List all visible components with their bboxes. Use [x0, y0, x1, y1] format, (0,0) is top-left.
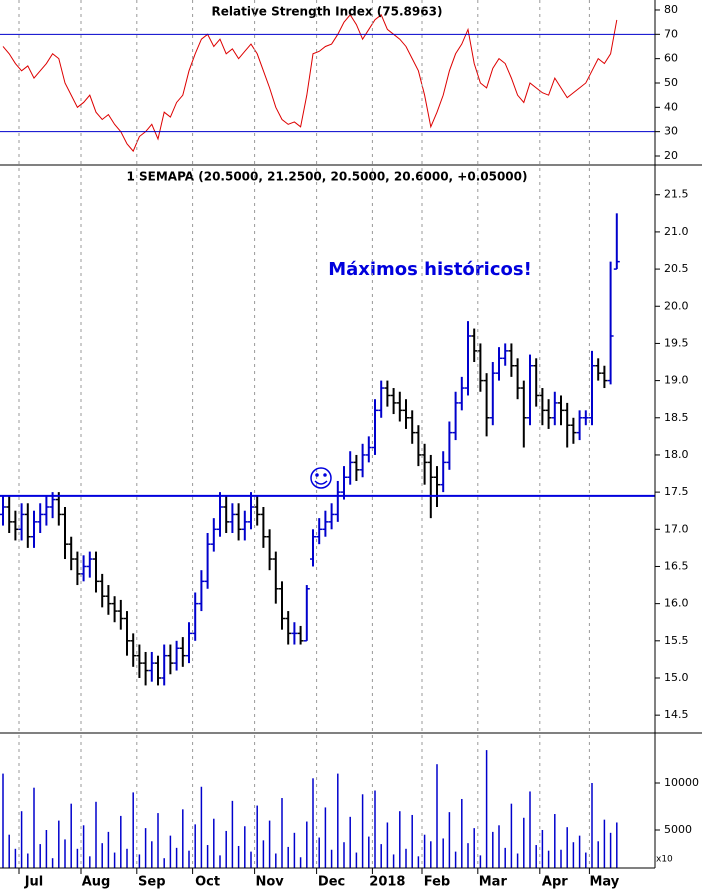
panel-title: 1 SEMAPA (20.5000, 21.2500, 20.5000, 20.…: [126, 170, 527, 184]
y-tick-label: 18.0: [664, 448, 689, 461]
y-tick-label: 21.0: [664, 225, 689, 238]
x-tick-label: May: [590, 875, 620, 890]
y-tick-label: 20.5: [664, 262, 689, 275]
smiley: [310, 467, 332, 489]
y-tick-label: 5000: [664, 823, 692, 836]
x-tick-label: Mar: [479, 875, 508, 890]
x-tick-label: Sep: [138, 875, 166, 890]
y-tick-label: 18.5: [664, 411, 689, 424]
y-tick-label: 30: [664, 125, 678, 138]
x-tick-label: 2018: [369, 875, 405, 890]
y-tick-label: 20: [664, 149, 678, 162]
y-tick-label: 21.5: [664, 188, 689, 201]
y-tick-label: 60: [664, 52, 678, 65]
y-tick-label: 15.5: [664, 634, 689, 647]
x-tick-label: Dec: [318, 875, 345, 890]
y-tick-label: 17.0: [664, 522, 689, 535]
x-tick-label: Aug: [82, 875, 111, 890]
y-tick-label: 14.5: [664, 708, 689, 721]
x-tick-label: Oct: [195, 875, 220, 890]
y-tick-label: 70: [664, 27, 678, 40]
rsi-line: [2, 14, 618, 153]
unit-label: x10: [656, 855, 673, 865]
y-tick-label: 40: [664, 100, 678, 113]
y-tick-label: 10000: [664, 776, 699, 789]
annotation: Máximos históricos!: [328, 259, 532, 280]
y-tick-label: 80: [664, 3, 678, 16]
y-tick-label: 19.0: [664, 374, 689, 387]
x-tick-label: Jul: [24, 875, 44, 890]
y-tick-label: 16.5: [664, 559, 689, 572]
x-tick-label: Feb: [424, 875, 450, 890]
y-tick-label: 15.0: [664, 671, 689, 684]
y-tick-label: 17.5: [664, 485, 689, 498]
x-tick-label: Nov: [255, 875, 284, 890]
panel-title: Relative Strength Index (75.8963): [212, 5, 443, 19]
x-tick-label: Apr: [542, 875, 568, 890]
y-tick-label: 20.0: [664, 299, 689, 312]
y-tick-label: 19.5: [664, 336, 689, 349]
y-tick-label: 16.0: [664, 597, 689, 610]
y-tick-label: 50: [664, 76, 678, 89]
